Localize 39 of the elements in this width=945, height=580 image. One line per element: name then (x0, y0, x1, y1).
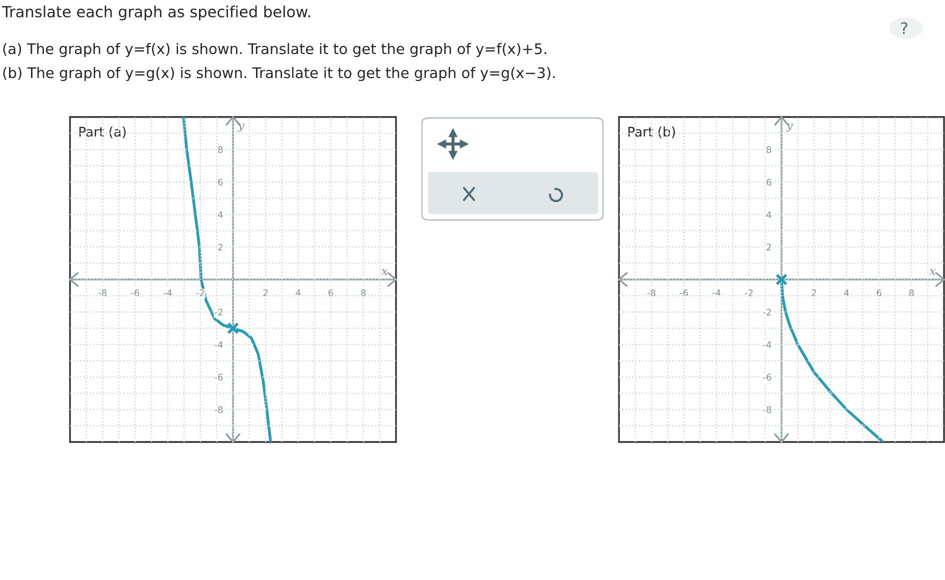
y-tick-label: -4 (763, 341, 772, 348)
x-tick-label: -8 (647, 289, 656, 296)
y-tick-label: -4 (214, 341, 223, 348)
y-tick-label: 4 (218, 211, 223, 218)
y-tick-label: 8 (766, 146, 772, 154)
y-tick-label: -8 (763, 406, 772, 414)
y-tick-label: -6 (763, 374, 772, 381)
x-tick-label: 6 (328, 289, 334, 296)
x-tick-label: -6 (131, 289, 140, 296)
x-tick-label: 8 (909, 289, 914, 296)
y-tick-label: 4 (766, 211, 772, 218)
x-tick-label: 4 (844, 290, 849, 296)
x-tick-label: -6 (680, 289, 688, 296)
line-series (182, 117, 272, 442)
x-axis-title: x (381, 269, 388, 275)
y-tick-label: 2 (766, 244, 771, 250)
text: (a) The graph of y=f(x) is shown. Translate it to get the graph of y=f(x)+5. (3, 42, 546, 58)
y-tick-label: 8 (218, 146, 223, 154)
y-tick-label: 6 (766, 178, 772, 186)
y-axis-title: y (238, 123, 244, 132)
x-tick-label: -4 (712, 290, 720, 296)
y-tick-label: -2 (214, 308, 222, 316)
y-tick-label: -2 (763, 308, 771, 316)
y-tick-label: 2 (218, 244, 222, 250)
y-tick-label: 6 (218, 178, 223, 186)
text: Part (a) (79, 126, 126, 138)
text: Translate each graph as specified below. (2, 6, 310, 20)
y-axis-title: y (786, 123, 793, 132)
x-tick-label: 6 (876, 289, 882, 296)
x-tick-label: 8 (361, 289, 366, 296)
x-tick-label: 4 (296, 290, 301, 296)
y-tick-label: -6 (214, 374, 223, 381)
x-tick-label: -8 (98, 289, 106, 296)
x-tick-label: -2 (196, 289, 204, 296)
y-tick-label: -8 (214, 406, 223, 414)
text: (b) The graph of y=g(x) is shown. Translate it to get the graph of y=g(x−3). (3, 66, 555, 82)
x-axis-title: x (930, 269, 936, 275)
x-tick-label: -4 (164, 290, 172, 296)
text: Part (b) (628, 126, 675, 138)
